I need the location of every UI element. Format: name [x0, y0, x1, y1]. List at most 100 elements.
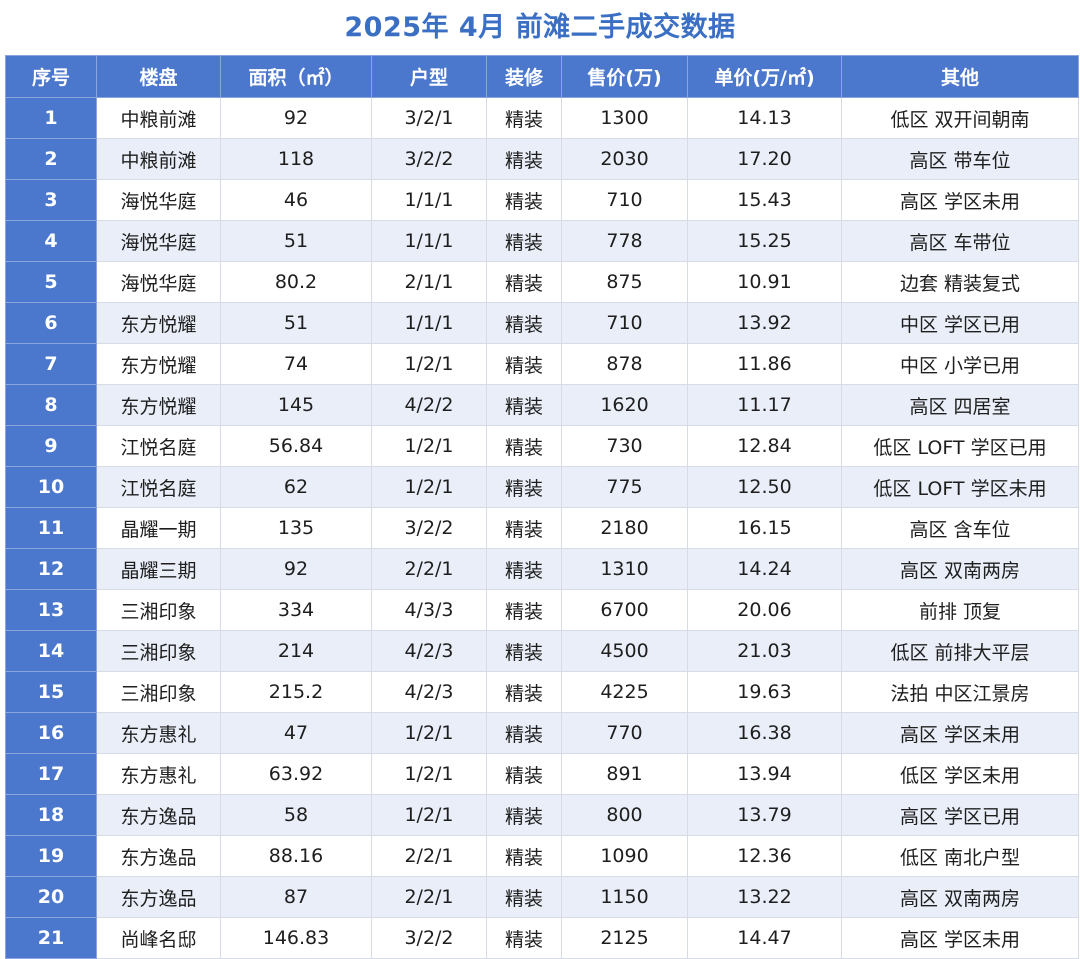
cell-unit-price: 20.06	[687, 589, 842, 631]
cell-index: 5	[5, 261, 97, 303]
cell-decoration: 精装	[486, 548, 562, 590]
cell-layout: 1/1/1	[371, 179, 487, 221]
cell-decoration: 精装	[486, 384, 562, 426]
cell-price: 2180	[561, 507, 688, 549]
cell-estate: 东方惠礼	[96, 712, 221, 754]
transactions-table: 序号 楼盘 面积（㎡） 户型 装修 售价(万) 单价(万/㎡) 其他 1 中粮前滩…	[5, 55, 1079, 959]
cell-area: 58	[220, 794, 372, 836]
cell-estate: 江悦名庭	[96, 466, 221, 508]
cell-price: 878	[561, 343, 688, 385]
cell-unit-price: 13.94	[687, 753, 842, 795]
cell-decoration: 精装	[486, 753, 562, 795]
table-row: 6 东方悦耀 51 1/1/1 精装 710 13.92 中区 学区已用	[5, 302, 1079, 344]
table-row: 5 海悦华庭 80.2 2/1/1 精装 875 10.91 边套 精装复式	[5, 261, 1079, 303]
cell-index: 16	[5, 712, 97, 754]
cell-unit-price: 14.13	[687, 97, 842, 139]
cell-area: 145	[220, 384, 372, 426]
table-row: 12 晶耀三期 92 2/2/1 精装 1310 14.24 高区 双南两房	[5, 548, 1079, 590]
table-row: 8 东方悦耀 145 4/2/2 精装 1620 11.17 高区 四居室	[5, 384, 1079, 426]
cell-layout: 3/2/2	[371, 138, 487, 180]
cell-estate: 东方惠礼	[96, 753, 221, 795]
table-row: 1 中粮前滩 92 3/2/1 精装 1300 14.13 低区 双开间朝南	[5, 97, 1079, 139]
cell-area: 118	[220, 138, 372, 180]
cell-unit-price: 15.25	[687, 220, 842, 262]
cell-price: 710	[561, 179, 688, 221]
cell-estate: 三湘印象	[96, 630, 221, 672]
header-layout: 户型	[371, 55, 487, 98]
table-row: 2 中粮前滩 118 3/2/2 精装 2030 17.20 高区 带车位	[5, 138, 1079, 180]
cell-unit-price: 13.79	[687, 794, 842, 836]
cell-price: 875	[561, 261, 688, 303]
table-row: 3 海悦华庭 46 1/1/1 精装 710 15.43 高区 学区未用	[5, 179, 1079, 221]
cell-notes: 高区 学区未用	[841, 712, 1079, 754]
cell-notes: 高区 学区未用	[841, 179, 1079, 221]
cell-layout: 3/2/2	[371, 917, 487, 959]
cell-index: 11	[5, 507, 97, 549]
cell-estate: 海悦华庭	[96, 179, 221, 221]
cell-decoration: 精装	[486, 712, 562, 754]
cell-index: 3	[5, 179, 97, 221]
cell-unit-price: 12.84	[687, 425, 842, 467]
cell-decoration: 精装	[486, 917, 562, 959]
cell-decoration: 精装	[486, 466, 562, 508]
cell-area: 215.2	[220, 671, 372, 713]
cell-layout: 4/2/2	[371, 384, 487, 426]
cell-unit-price: 14.47	[687, 917, 842, 959]
cell-price: 1620	[561, 384, 688, 426]
cell-unit-price: 12.50	[687, 466, 842, 508]
cell-price: 710	[561, 302, 688, 344]
cell-notes: 高区 含车位	[841, 507, 1079, 549]
cell-decoration: 精装	[486, 220, 562, 262]
cell-layout: 2/2/1	[371, 876, 487, 918]
cell-area: 46	[220, 179, 372, 221]
cell-index: 2	[5, 138, 97, 180]
cell-area: 88.16	[220, 835, 372, 877]
cell-area: 92	[220, 97, 372, 139]
cell-notes: 低区 南北户型	[841, 835, 1079, 877]
cell-estate: 晶耀三期	[96, 548, 221, 590]
cell-unit-price: 15.43	[687, 179, 842, 221]
cell-decoration: 精装	[486, 630, 562, 672]
cell-layout: 1/2/1	[371, 466, 487, 508]
cell-index: 15	[5, 671, 97, 713]
cell-notes: 高区 双南两房	[841, 548, 1079, 590]
header-price: 售价(万)	[561, 55, 688, 98]
cell-price: 775	[561, 466, 688, 508]
cell-layout: 1/2/1	[371, 753, 487, 795]
cell-decoration: 精装	[486, 179, 562, 221]
cell-area: 62	[220, 466, 372, 508]
cell-unit-price: 14.24	[687, 548, 842, 590]
cell-notes: 低区 前排大平层	[841, 630, 1079, 672]
cell-unit-price: 11.86	[687, 343, 842, 385]
cell-index: 20	[5, 876, 97, 918]
cell-decoration: 精装	[486, 425, 562, 467]
cell-layout: 3/2/1	[371, 97, 487, 139]
cell-index: 10	[5, 466, 97, 508]
cell-price: 1300	[561, 97, 688, 139]
cell-layout: 1/2/1	[371, 425, 487, 467]
cell-price: 730	[561, 425, 688, 467]
cell-area: 87	[220, 876, 372, 918]
cell-decoration: 精装	[486, 261, 562, 303]
cell-index: 4	[5, 220, 97, 262]
cell-index: 7	[5, 343, 97, 385]
cell-notes: 高区 车带位	[841, 220, 1079, 262]
cell-decoration: 精装	[486, 138, 562, 180]
cell-price: 2125	[561, 917, 688, 959]
cell-notes: 低区 学区未用	[841, 753, 1079, 795]
cell-estate: 三湘印象	[96, 671, 221, 713]
cell-unit-price: 19.63	[687, 671, 842, 713]
cell-unit-price: 13.22	[687, 876, 842, 918]
cell-estate: 晶耀一期	[96, 507, 221, 549]
table-row: 20 东方逸品 87 2/2/1 精装 1150 13.22 高区 双南两房	[5, 876, 1079, 918]
cell-estate: 尚峰名邸	[96, 917, 221, 959]
cell-area: 135	[220, 507, 372, 549]
cell-index: 18	[5, 794, 97, 836]
cell-area: 92	[220, 548, 372, 590]
table-row: 14 三湘印象 214 4/2/3 精装 4500 21.03 低区 前排大平层	[5, 630, 1079, 672]
cell-index: 14	[5, 630, 97, 672]
cell-layout: 1/2/1	[371, 712, 487, 754]
table-row: 11 晶耀一期 135 3/2/2 精装 2180 16.15 高区 含车位	[5, 507, 1079, 549]
cell-price: 6700	[561, 589, 688, 631]
cell-price: 770	[561, 712, 688, 754]
